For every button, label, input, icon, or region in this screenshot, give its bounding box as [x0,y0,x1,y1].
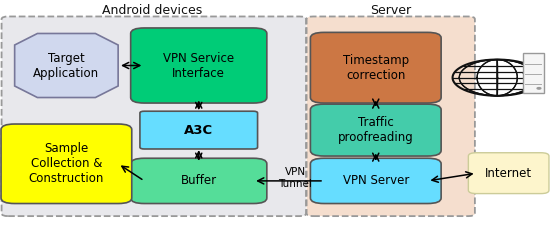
Circle shape [537,88,541,89]
FancyBboxPatch shape [306,17,475,216]
Text: Server: Server [370,4,411,17]
FancyBboxPatch shape [310,158,441,204]
FancyBboxPatch shape [1,124,132,204]
FancyBboxPatch shape [131,158,267,204]
Text: Traffic
proofreading: Traffic proofreading [338,116,414,144]
FancyBboxPatch shape [140,111,257,149]
Text: Internet: Internet [485,167,532,180]
FancyBboxPatch shape [2,17,306,216]
Text: Timestamp
correction: Timestamp correction [343,54,409,82]
Text: VPN Service
Interface: VPN Service Interface [163,52,234,79]
Text: VPN Server: VPN Server [343,174,409,188]
Text: Target
Application: Target Application [34,52,100,79]
Text: Buffer: Buffer [181,174,217,188]
FancyBboxPatch shape [131,28,267,103]
Text: Android devices: Android devices [102,4,202,17]
Text: Sample
Collection &
Construction: Sample Collection & Construction [29,142,104,185]
FancyBboxPatch shape [310,104,441,156]
Polygon shape [15,34,118,98]
FancyBboxPatch shape [469,153,549,194]
FancyBboxPatch shape [310,32,441,103]
Text: A3C: A3C [184,123,213,137]
Text: VPN
Tunnel: VPN Tunnel [278,167,312,189]
FancyBboxPatch shape [523,53,543,93]
